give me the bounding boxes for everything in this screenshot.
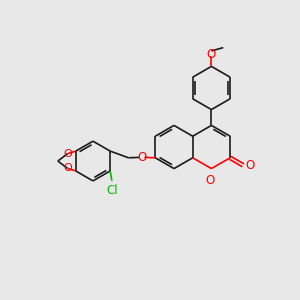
Text: O: O	[63, 149, 72, 159]
Text: O: O	[205, 174, 214, 187]
Text: O: O	[63, 164, 72, 173]
Text: O: O	[246, 159, 255, 172]
Text: Cl: Cl	[106, 184, 118, 197]
Text: O: O	[137, 151, 146, 164]
Text: O: O	[207, 48, 216, 61]
